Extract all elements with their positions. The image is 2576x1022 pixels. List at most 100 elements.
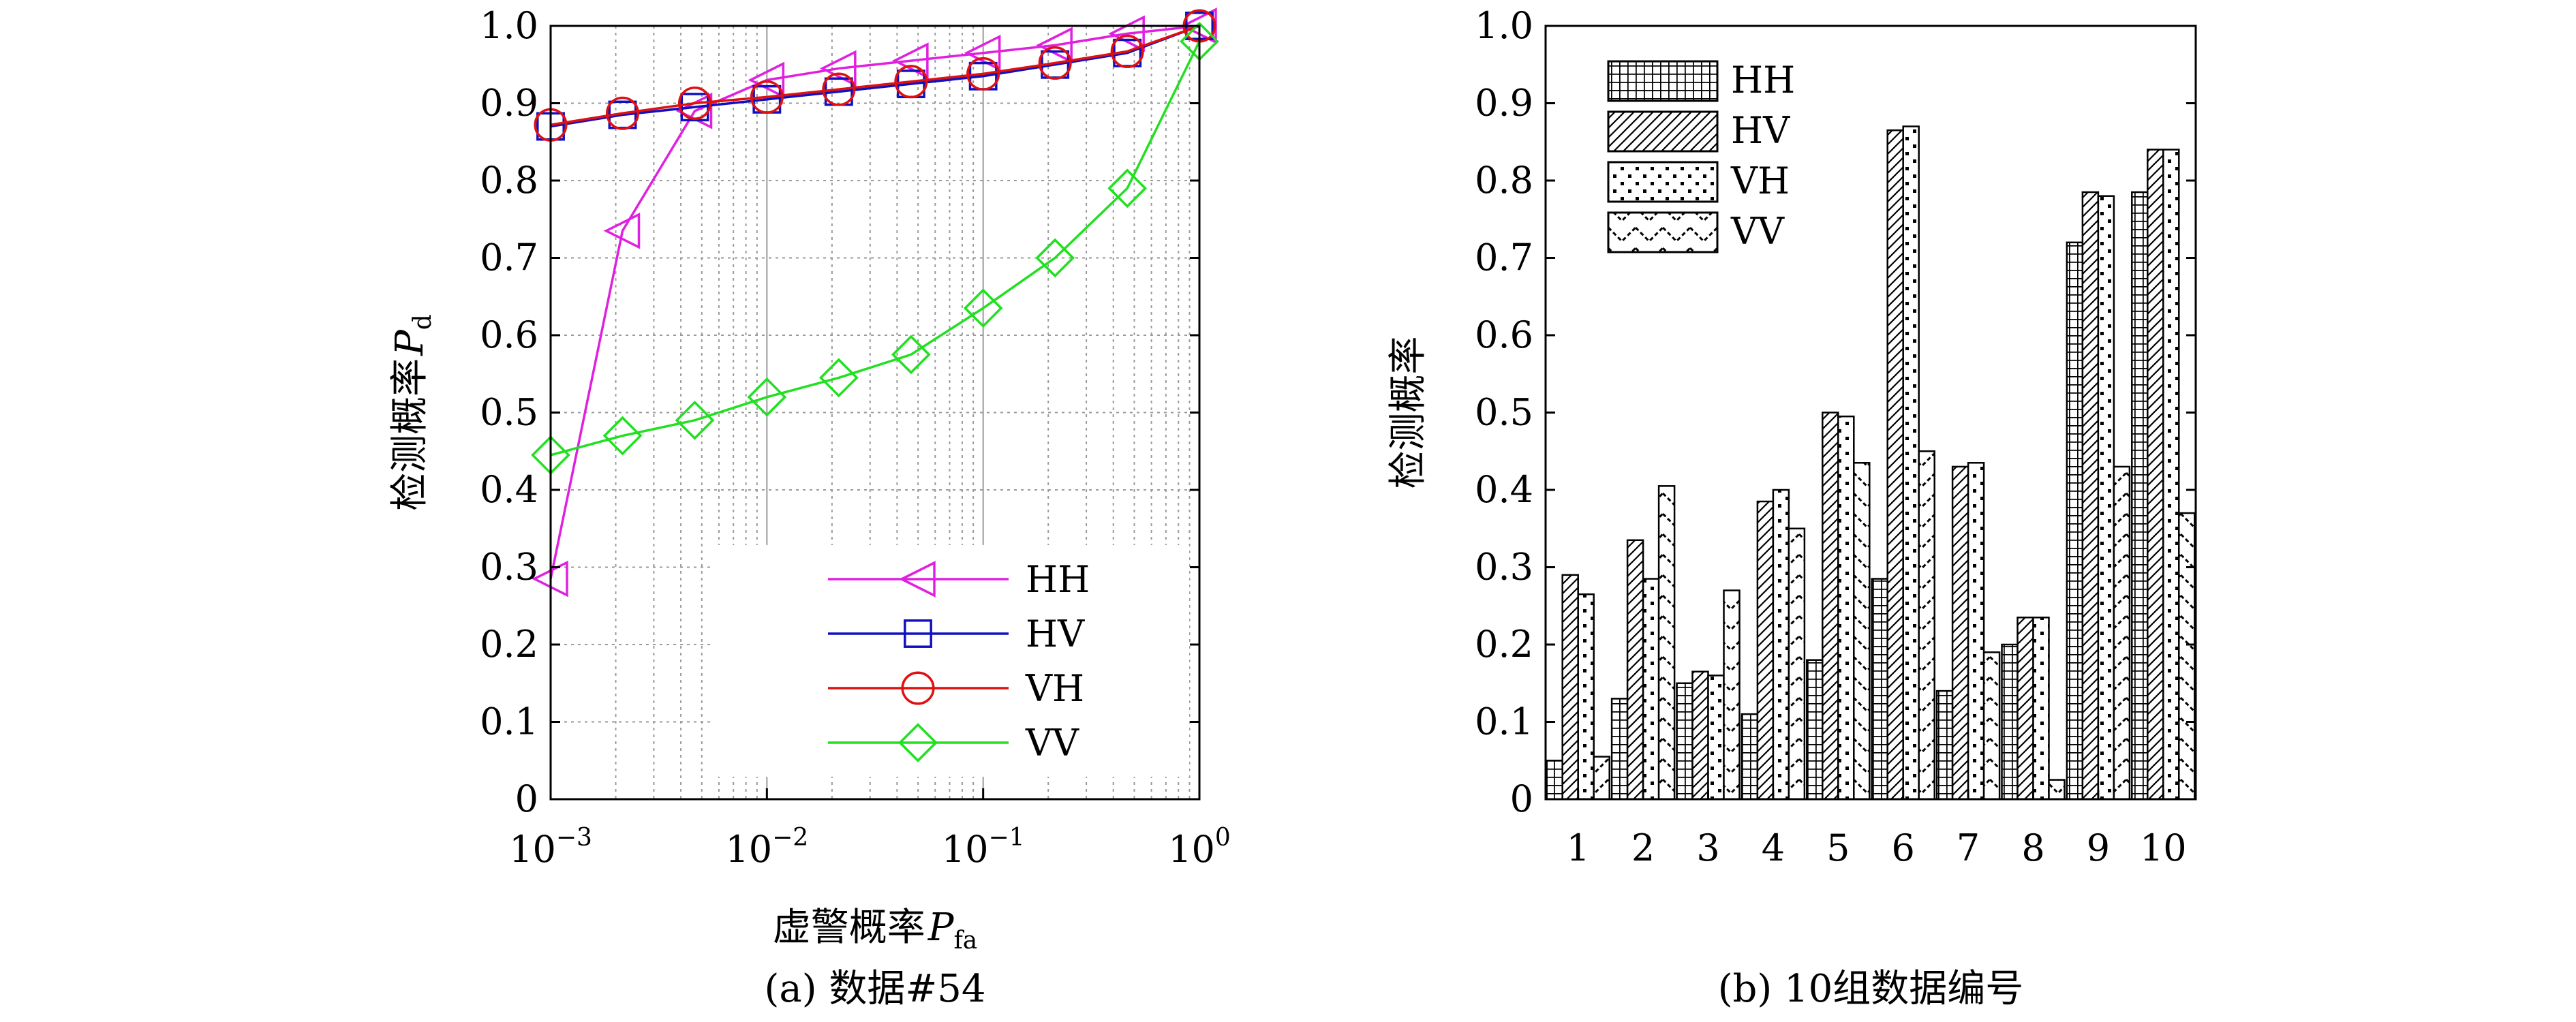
bar-hh (2131, 191, 2149, 801)
legend-label: HV (1026, 613, 1085, 655)
bar-vv (2113, 465, 2131, 801)
x-tick-label: 9 (2087, 826, 2110, 869)
legend-label: HH (1731, 59, 1795, 102)
marker-diamond (675, 400, 715, 440)
bar-group (1610, 485, 1676, 801)
legend-entry: VV (828, 722, 1079, 764)
x-tick-label: 8 (2021, 826, 2044, 869)
chart-b-legend: HH HV VH VV (1607, 59, 1795, 253)
marker-circle (1038, 46, 1072, 80)
legend-entry: VH (828, 667, 1084, 710)
chart-a-detection-vs-false-alarm: 0 0.1 0.2 0.3 0.4 0.5 0.6 0.7 0.8 0.9 1.0 10−3 10−2 1… (388, 4, 1231, 1011)
x-tick-label: 100 (1168, 824, 1231, 871)
y-tick-label: 0.1 (1475, 700, 1533, 743)
x-tick-label: 4 (1762, 826, 1785, 869)
y-tick-label: 0.3 (480, 546, 538, 589)
bar-group (1935, 462, 2001, 801)
legend-label: VH (1025, 667, 1084, 710)
bar-group (2001, 617, 2066, 801)
legend-swatch (1607, 211, 1719, 253)
bar-group (1871, 125, 1935, 801)
legend-background (712, 545, 1189, 777)
marker-circle (1110, 34, 1144, 69)
y-tick-label: 1.0 (480, 4, 538, 47)
marker-circle (750, 80, 784, 114)
y-tick-label: 0 (515, 777, 538, 820)
bar-vh (1707, 675, 1725, 801)
y-tick-label: 0.5 (1475, 391, 1533, 434)
legend-entry: HH (828, 558, 1090, 601)
bar-hv (1756, 500, 1775, 801)
bar-vv (2048, 779, 2066, 801)
chart-a-x-axis-label: 虚警概率Pfa (773, 905, 977, 955)
chart-a-ticks: 0 0.1 0.2 0.3 0.4 0.5 0.6 0.7 0.8 0.9 1.0 10−3 10−2 1… (480, 4, 1231, 871)
bar-vv (1853, 462, 1871, 801)
bar-hh (1741, 713, 1759, 801)
bar-vv (1593, 756, 1610, 801)
chart-a-caption: (a) 数据#54 (764, 967, 985, 1011)
series-vh (534, 9, 1216, 142)
bar-hv (1626, 539, 1644, 801)
bar-hv (1691, 670, 1709, 801)
bar-hv (1561, 574, 1579, 801)
marker-diamond (1035, 238, 1075, 278)
chart-b-caption: (b) 10组数据编号 (1718, 967, 2024, 1011)
x-tick-label: 6 (1892, 826, 1915, 869)
x-tick-label: 10 (2140, 826, 2187, 869)
marker-triangle (891, 42, 929, 79)
marker-circle (966, 57, 1000, 91)
bar-vv (2178, 512, 2196, 801)
bar-hv (1886, 129, 1904, 801)
bar-group (1676, 589, 1741, 801)
y-tick-label: 0.6 (480, 313, 538, 356)
chart-a-series (531, 7, 1219, 598)
x-tick-label: 10−3 (509, 824, 592, 871)
legend-entry: HV (828, 613, 1085, 655)
legend-swatch (1607, 110, 1719, 153)
legend-entry: VV (1607, 210, 1785, 253)
marker-triangle (964, 34, 1001, 72)
series-vv (531, 21, 1219, 475)
y-tick-label: 0.5 (480, 391, 538, 434)
chart-a-y-axis-label: 检测概率Pd (388, 314, 437, 511)
legend-entry: VH (1607, 159, 1790, 203)
bar-hh (2001, 643, 2019, 801)
legend-label: VH (1730, 159, 1790, 202)
bar-vh (2032, 617, 2050, 801)
legend-label: VV (1730, 210, 1785, 253)
bar-hv (1822, 412, 1839, 801)
marker-circle (822, 72, 856, 106)
chart-b-bar-chart: 0 0.1 0.2 0.3 0.4 0.5 0.6 0.7 0.8 0.9 1.0 1 2 3 4 5 6 7 8 9… (1386, 4, 2197, 1011)
bar-hh (1676, 682, 1693, 801)
legend-entry: HV (1607, 109, 1790, 153)
x-tick-label: 3 (1696, 826, 1719, 869)
x-tick-label: 10−2 (725, 824, 808, 871)
y-tick-label: 0 (1510, 777, 1533, 820)
chart-b-ticks: 0 0.1 0.2 0.3 0.4 0.5 0.6 0.7 0.8 0.9 1.0 1 2 3 4 5 6 7 8 9… (1475, 4, 2196, 869)
series-line (550, 25, 1200, 128)
bar-vh (2097, 195, 2115, 801)
marker-diamond (898, 723, 938, 762)
series-line (549, 25, 1200, 579)
marker-diamond (747, 377, 787, 417)
bar-hv (1951, 465, 1969, 801)
bar-group (2131, 149, 2196, 801)
y-tick-label: 0.7 (1475, 236, 1533, 279)
marker-triangle (899, 561, 936, 598)
chart-a-legend: HH HV VH VV (712, 545, 1189, 777)
bar-hh (1806, 659, 1824, 801)
marker-diamond (891, 335, 931, 375)
bar-group (1546, 574, 1610, 801)
marker-triangle (603, 212, 641, 249)
bar-group (1741, 489, 1806, 801)
bar-vh (1967, 462, 1985, 801)
marker-diamond (818, 358, 859, 398)
marker-square (904, 619, 932, 648)
y-tick-label: 0.1 (480, 700, 538, 743)
legend-label: VV (1025, 722, 1079, 764)
bar-hh (1610, 698, 1629, 801)
series-line (550, 25, 1200, 127)
marker-square (680, 93, 709, 122)
marker-circle (677, 86, 712, 121)
